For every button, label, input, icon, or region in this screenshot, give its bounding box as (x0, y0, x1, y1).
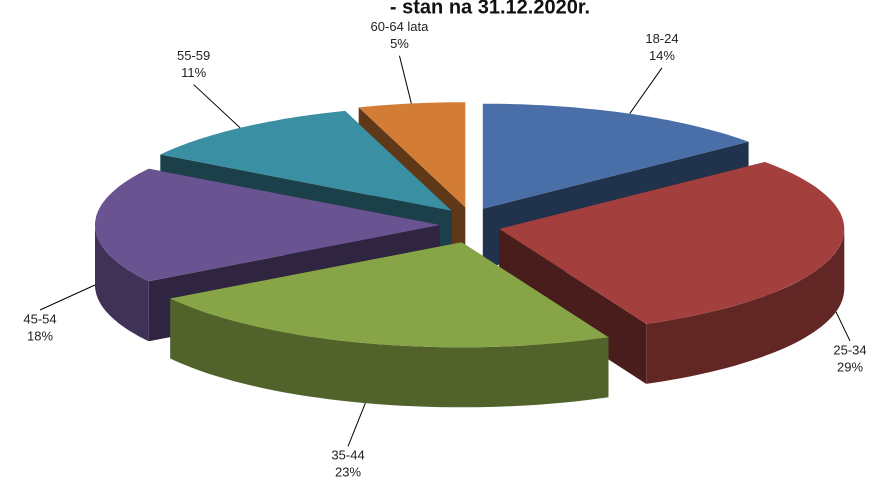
slice-top (499, 162, 845, 324)
slice (499, 162, 845, 384)
slice-wall (95, 225, 149, 342)
data-label-value: 18% (27, 328, 53, 343)
data-label-category: 55-59 (177, 48, 210, 63)
slice-top (482, 103, 749, 209)
data-label-value: 14% (649, 48, 675, 63)
data-label-value: 5% (390, 36, 409, 51)
leader-line (835, 311, 851, 342)
leader-line (398, 55, 412, 104)
slice (170, 242, 609, 408)
data-label-category: 25-34 (833, 342, 866, 357)
data-label-value: 11% (181, 65, 206, 80)
chart-title: - stan na 31.12.2020r. (390, 0, 590, 18)
data-label-category: 45-54 (23, 311, 56, 326)
data-label-value: 23% (335, 465, 361, 480)
slice-wall (170, 298, 609, 408)
leader-line (347, 402, 366, 447)
data-label-category: 60-64 lata (371, 19, 430, 34)
leader-line (39, 284, 96, 311)
data-label-category: 35-44 (331, 448, 364, 463)
slice-top (95, 168, 440, 282)
leader-line (193, 84, 241, 129)
data-label-value: 29% (837, 359, 863, 374)
slice-top (170, 242, 609, 348)
slice-side (499, 228, 647, 384)
data-label-category: 18-24 (645, 31, 678, 46)
slice-top (358, 102, 466, 208)
slice-top (160, 110, 452, 211)
leader-line (629, 67, 663, 114)
slice-wall (646, 228, 845, 384)
